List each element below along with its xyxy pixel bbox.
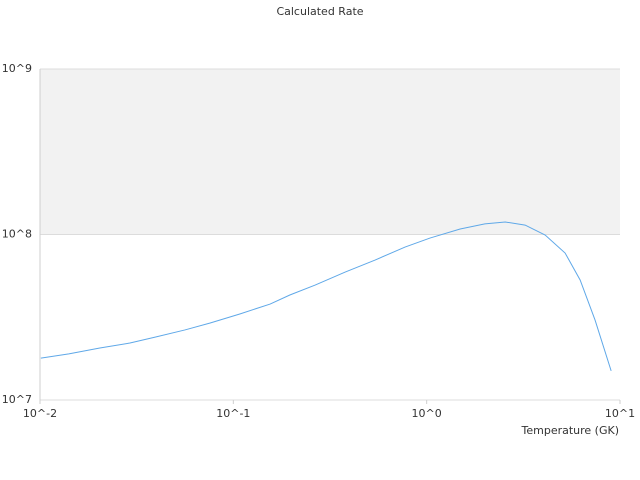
x-tick-label: 10^-2 xyxy=(23,407,57,420)
x-axis-title: Temperature (GK) xyxy=(521,424,620,437)
chart-title: Calculated Rate xyxy=(276,5,363,18)
x-tick-label: 10^1 xyxy=(605,407,635,420)
y-tick-label: 10^8 xyxy=(2,228,32,241)
y-tick-label: 10^7 xyxy=(2,393,32,406)
plot-background xyxy=(40,69,620,235)
y-tick-label: 10^9 xyxy=(2,62,32,75)
data-line xyxy=(40,221,612,372)
plot-band xyxy=(40,69,620,235)
x-tick-label: 10^-1 xyxy=(216,407,250,420)
x-tick-label: 10^0 xyxy=(412,407,442,420)
